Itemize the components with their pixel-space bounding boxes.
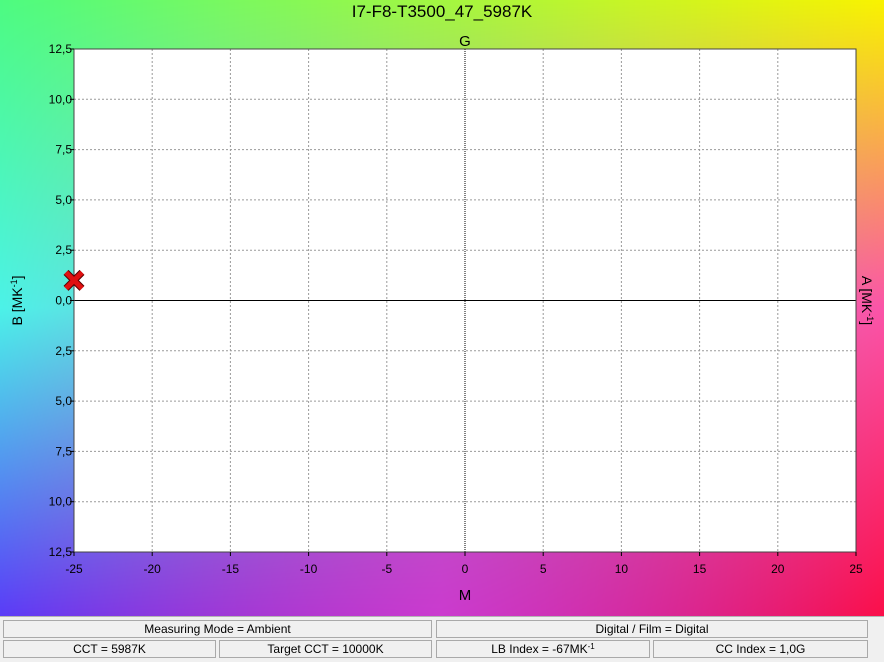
x-tick-label: 25 xyxy=(849,562,863,576)
cct-field: CCT = 5987K xyxy=(3,640,216,658)
y-tick-label: 7,5 xyxy=(55,143,72,157)
y-tick-label: 12,5 xyxy=(49,545,73,559)
y-tick-label: 2,5 xyxy=(55,243,72,257)
y-tick-label: 7,5 xyxy=(55,444,72,458)
target-cct-field: Target CCT = 10000K xyxy=(219,640,432,658)
x-tick-label: -25 xyxy=(65,562,83,576)
y-tick-label: 10,0 xyxy=(49,495,73,509)
axis-label-left: B [MK-1] xyxy=(9,275,25,325)
cc-index-field: CC Index = 1,0G xyxy=(653,640,868,658)
x-tick-label: 15 xyxy=(693,562,707,576)
axis-label-right: A [MK-1] xyxy=(859,276,875,325)
y-tick-label: 12,5 xyxy=(49,42,73,56)
measuring-mode-field: Measuring Mode = Ambient xyxy=(3,620,432,638)
data-point-marker xyxy=(64,270,84,291)
lb-index-field: LB Index = -67MK-1 xyxy=(436,640,650,658)
chart-svg: -25 -20 -15 -10 -5 0 5 10 15 20 25 12,5 10,0 7,5 5,0 2,… xyxy=(9,33,875,604)
lb-index-text: LB Index = -67MK xyxy=(491,642,588,656)
digital-film-field: Digital / Film = Digital xyxy=(436,620,868,638)
axis-label-top: G xyxy=(459,33,471,50)
x-tick-label: -15 xyxy=(222,562,240,576)
y-tick-label: 5,0 xyxy=(55,394,72,408)
axis-label-bottom: M xyxy=(459,587,472,604)
x-tick-label: 0 xyxy=(462,562,469,576)
x-tick-label: -10 xyxy=(300,562,318,576)
x-tick-label: 10 xyxy=(615,562,629,576)
chart-title: I7-F8-T3500_47_5987K xyxy=(351,2,533,21)
y-tick-label: 5,0 xyxy=(55,193,72,207)
y-tick-label: 0,0 xyxy=(55,294,72,308)
lb-index-exponent: -1 xyxy=(587,642,595,651)
x-tick-label: 20 xyxy=(771,562,785,576)
x-tick-label: -20 xyxy=(144,562,162,576)
chart-area: -25 -20 -15 -10 -5 0 5 10 15 20 25 12,5 10,0 7,5 5,0 2,… xyxy=(0,0,884,616)
status-bar: Measuring Mode = Ambient Digital / Film … xyxy=(0,616,884,662)
y-tick-label: 2,5 xyxy=(55,344,72,358)
y-tick-label: 10,0 xyxy=(49,92,73,106)
x-tick-label: -5 xyxy=(381,562,392,576)
x-tick-label: 5 xyxy=(540,562,547,576)
